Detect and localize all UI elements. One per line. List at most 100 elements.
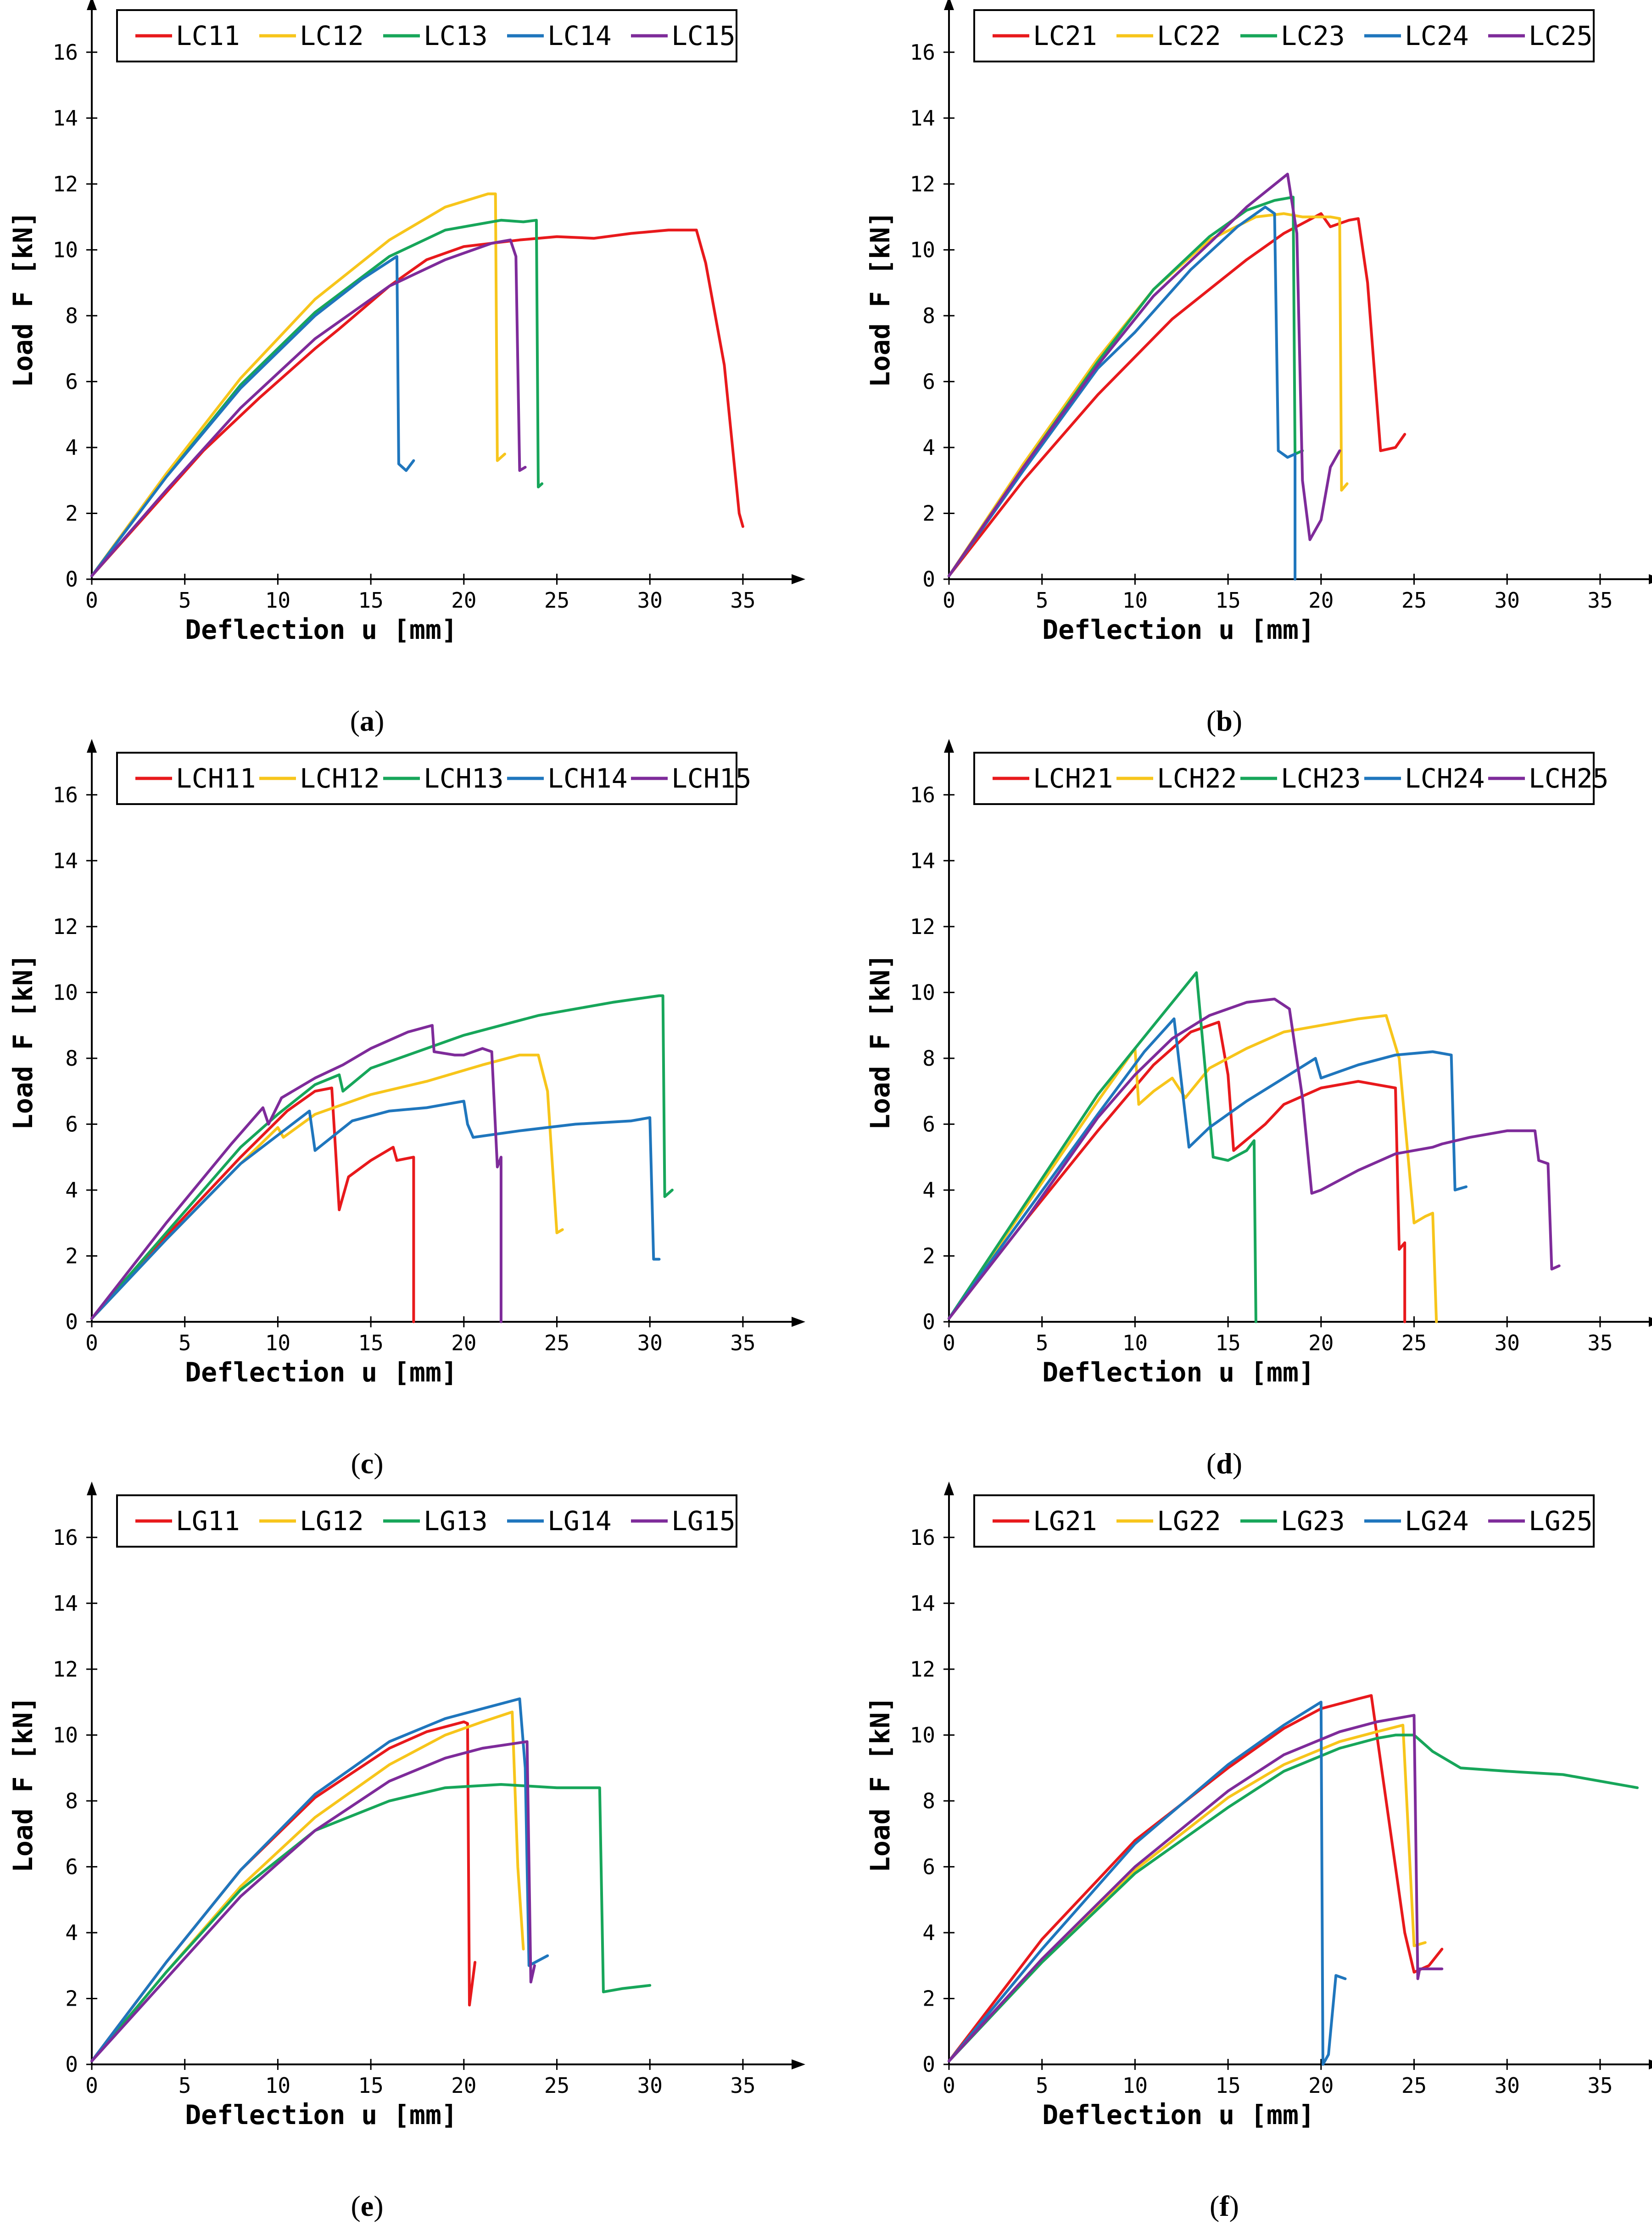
x-tick-label: 5 xyxy=(1036,1331,1049,1355)
x-axis-arrow xyxy=(1649,2059,1652,2069)
series-line-lg14 xyxy=(90,1697,549,2063)
chart-panel-b: 0 5 10 15 20 25 30 35 0 2 4 6 8 10 12 14 16 Deflection u … xyxy=(865,0,1652,737)
y-tick-label: 12 xyxy=(53,914,78,939)
y-tick-label: 12 xyxy=(910,914,935,939)
y-tick-label: 14 xyxy=(910,848,935,873)
x-axis-arrow xyxy=(792,2059,805,2069)
x-tick-label: 5 xyxy=(179,1331,191,1355)
series-line-lch11 xyxy=(90,1086,415,1323)
legend-label-lch23: LCH23 xyxy=(1281,763,1361,794)
y-axis-arrow xyxy=(944,739,954,753)
y-tick-label: 4 xyxy=(922,1920,935,1945)
legend-label-lch13: LCH13 xyxy=(424,763,504,794)
x-tick-label: 15 xyxy=(358,2073,383,2098)
x-tick-label: 20 xyxy=(451,1331,476,1355)
legend-label-lg23: LG23 xyxy=(1281,1505,1345,1537)
y-tick-label: 8 xyxy=(65,1789,78,1813)
legend-label-lg11: LG11 xyxy=(176,1505,240,1537)
series-line-lch23 xyxy=(948,971,1257,1323)
x-tick-label: 25 xyxy=(1401,1331,1427,1355)
caption-letter: e xyxy=(361,2190,374,2222)
y-tick-label: 0 xyxy=(922,1309,935,1334)
x-axis-arrow xyxy=(792,1317,805,1327)
legend-label-lg15: LG15 xyxy=(671,1505,736,1537)
caption-open-paren: ( xyxy=(1206,1447,1216,1480)
y-tick-label: 4 xyxy=(65,435,78,460)
series-line-lg21 xyxy=(948,1694,1444,2063)
legend-label-lch12: LCH12 xyxy=(300,763,380,794)
series-line-lg11 xyxy=(90,1720,477,2063)
x-tick-label: 30 xyxy=(637,588,663,613)
x-tick-label: 15 xyxy=(1215,588,1240,613)
legend-label-lch21: LCH21 xyxy=(1033,763,1113,794)
y-tick-label: 0 xyxy=(65,2052,78,2077)
x-tick-label: 25 xyxy=(1401,588,1427,613)
y-tick-label: 6 xyxy=(922,369,935,394)
y-tick-label: 16 xyxy=(53,783,78,807)
series-line-lch21 xyxy=(948,1020,1406,1323)
legend-label-lg21: LG21 xyxy=(1033,1505,1097,1537)
chart-panel-c: 0 5 10 15 20 25 30 35 0 2 4 6 8 10 12 14 16 Deflection u … xyxy=(7,739,805,1480)
y-tick-label: 4 xyxy=(65,1920,78,1945)
chart-panel-a: 0 5 10 15 20 25 30 35 0 2 4 6 8 10 12 14 16 Deflection u … xyxy=(7,0,805,737)
caption-close-paren: ) xyxy=(374,2190,383,2222)
x-tick-label: 10 xyxy=(1122,1331,1148,1355)
x-tick-label: 35 xyxy=(1587,588,1613,613)
y-tick-label: 12 xyxy=(53,1657,78,1682)
series-line-lg12 xyxy=(90,1711,525,2063)
series-line-lg25 xyxy=(948,1714,1444,2063)
caption-letter: c xyxy=(361,1447,374,1480)
x-tick-label: 10 xyxy=(1122,588,1148,613)
x-tick-label: 20 xyxy=(451,588,476,613)
legend-label-lc15: LC15 xyxy=(671,20,736,51)
y-tick-label: 14 xyxy=(53,1591,78,1616)
x-tick-label: 0 xyxy=(85,1331,98,1355)
panel-caption: (c) xyxy=(351,1447,383,1480)
y-tick-label: 8 xyxy=(922,1789,935,1813)
x-tick-label: 25 xyxy=(544,2073,569,2098)
caption-close-paren: ) xyxy=(1229,2190,1239,2222)
y-axis-arrow xyxy=(87,1482,97,1495)
x-axis-title: Deflection u [mm] xyxy=(185,1357,458,1388)
chart-panel-d: 0 5 10 15 20 25 30 35 0 2 4 6 8 10 12 14 16 Deflection u … xyxy=(865,739,1652,1480)
caption-close-paren: ) xyxy=(374,705,384,737)
caption-letter: f xyxy=(1219,2190,1229,2222)
chart-panel-e: 0 5 10 15 20 25 30 35 0 2 4 6 8 10 12 14 16 Deflection u … xyxy=(7,1482,805,2222)
series-line-lch13 xyxy=(90,994,674,1320)
x-tick-label: 35 xyxy=(730,2073,755,2098)
y-axis-arrow xyxy=(944,1482,954,1495)
caption-close-paren: ) xyxy=(1233,705,1242,737)
x-tick-label: 20 xyxy=(1308,1331,1334,1355)
series-line-lg15 xyxy=(90,1740,536,2063)
legend-label-lc11: LC11 xyxy=(176,20,240,51)
y-tick-label: 16 xyxy=(53,1525,78,1550)
y-axis-arrow xyxy=(87,0,97,10)
y-axis-arrow xyxy=(87,739,97,753)
x-tick-label: 15 xyxy=(358,588,383,613)
legend-label-lg13: LG13 xyxy=(424,1505,488,1537)
y-tick-label: 10 xyxy=(53,980,78,1005)
panel-caption: (d) xyxy=(1206,1447,1242,1480)
series-line-lg24 xyxy=(948,1700,1347,2066)
x-tick-label: 25 xyxy=(544,588,569,613)
series-line-lch24 xyxy=(948,1017,1468,1320)
series-line-lc24 xyxy=(948,206,1297,581)
caption-close-paren: ) xyxy=(1233,1447,1242,1480)
y-axis-title: Load F [kN] xyxy=(7,211,39,387)
y-tick-label: 8 xyxy=(65,1046,78,1071)
y-tick-label: 2 xyxy=(65,501,78,526)
series-line-lc14 xyxy=(90,255,415,577)
caption-open-paren: ( xyxy=(351,2190,360,2222)
legend-label-lg25: LG25 xyxy=(1529,1505,1593,1537)
panel-caption: (a) xyxy=(350,705,385,737)
x-axis-title: Deflection u [mm] xyxy=(1042,1357,1315,1388)
x-tick-label: 5 xyxy=(1036,2073,1049,2098)
x-axis-title: Deflection u [mm] xyxy=(185,614,458,645)
series-line-lg23 xyxy=(948,1733,1639,2063)
y-tick-label: 14 xyxy=(910,106,935,130)
y-tick-label: 10 xyxy=(53,1722,78,1747)
y-axis-title: Load F [kN] xyxy=(865,1696,896,1873)
y-tick-label: 10 xyxy=(910,237,935,262)
series-line-lg13 xyxy=(90,1783,652,2063)
